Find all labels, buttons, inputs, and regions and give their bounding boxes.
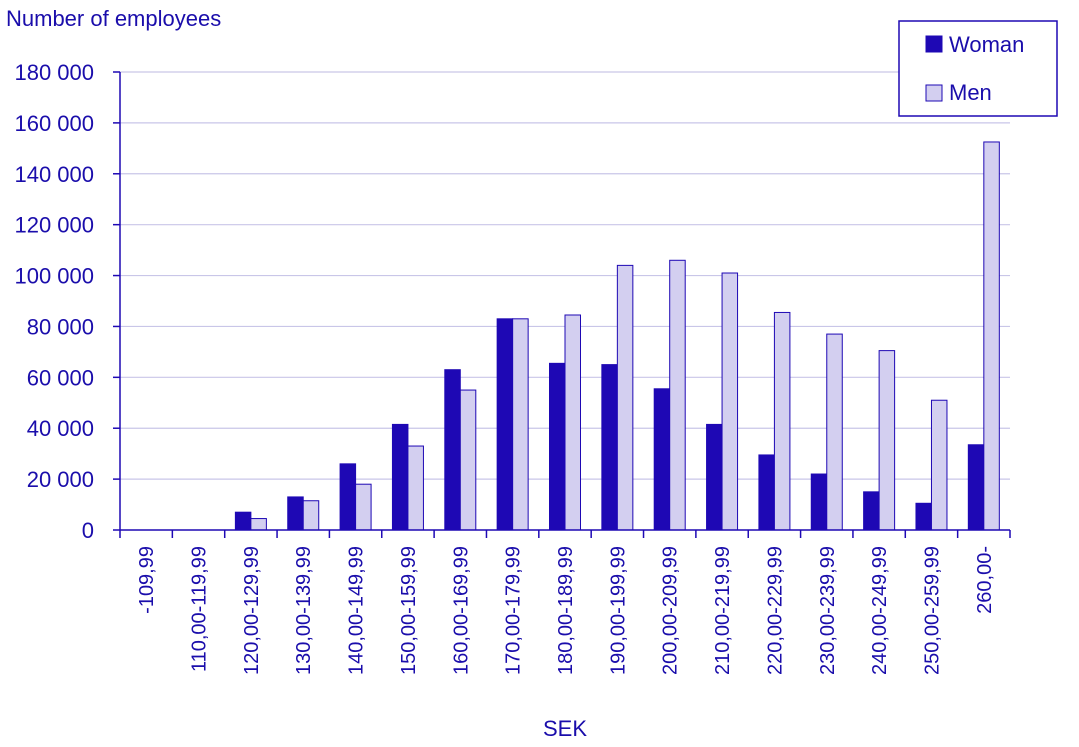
bar-woman bbox=[287, 496, 304, 531]
y-tick-label: 100 000 bbox=[14, 264, 94, 289]
x-tick-label: 180,00-189,99 bbox=[555, 546, 577, 675]
bar-men bbox=[616, 264, 634, 531]
x-tick-label: -109,99 bbox=[136, 546, 158, 614]
legend: Woman Men bbox=[898, 20, 1058, 117]
x-tick-label: 110,00-119,99 bbox=[189, 546, 211, 672]
y-axis-title: Number of employees bbox=[6, 6, 221, 31]
x-tick-label: 250,00-259,99 bbox=[921, 546, 943, 675]
legend-swatch-men bbox=[925, 84, 943, 102]
y-tick-label: 40 000 bbox=[27, 416, 94, 441]
legend-box bbox=[898, 20, 1058, 117]
y-tick-label: 60 000 bbox=[27, 365, 94, 390]
y-tick-label: 120 000 bbox=[14, 213, 94, 238]
y-tick-label: 140 000 bbox=[14, 162, 94, 187]
y-tick-label: 0 bbox=[82, 518, 94, 543]
bar-men bbox=[826, 333, 843, 531]
bar-men bbox=[773, 311, 791, 531]
x-tick-label: 170,00-179,99 bbox=[503, 546, 525, 675]
x-tick-label: 220,00-229,99 bbox=[764, 546, 786, 675]
legend-swatch-woman bbox=[925, 35, 943, 53]
bar-woman bbox=[863, 491, 880, 531]
bar-men bbox=[983, 141, 1000, 531]
bar-woman bbox=[339, 463, 357, 531]
x-tick-label: 130,00-139,99 bbox=[293, 546, 315, 675]
x-tick-label: 150,00-159,99 bbox=[398, 546, 420, 675]
bar-men bbox=[355, 483, 372, 531]
bar-men bbox=[878, 350, 896, 531]
bars bbox=[234, 141, 1000, 531]
bar-men bbox=[930, 399, 948, 531]
bar-woman bbox=[758, 454, 775, 531]
bar-woman bbox=[444, 369, 461, 531]
bar-woman bbox=[549, 362, 566, 531]
bar-men bbox=[564, 314, 581, 531]
bar-woman bbox=[653, 388, 671, 531]
x-tick-label: 230,00-239,99 bbox=[817, 546, 839, 675]
x-axis-labels: -109,99 110,00-119,99 120,00-129,99 130,00-… bbox=[136, 546, 996, 675]
x-axis-title: SEK bbox=[543, 716, 587, 741]
x-tick-label: 120,00-129,99 bbox=[241, 546, 263, 675]
bar-men bbox=[250, 518, 267, 531]
y-tick-label: 180 000 bbox=[14, 60, 94, 85]
bar-men bbox=[721, 272, 739, 531]
bar-men bbox=[407, 445, 424, 531]
x-tick-label: 160,00-169,99 bbox=[450, 546, 472, 675]
legend-label-men: Men bbox=[949, 80, 992, 105]
x-tick-label: 210,00-219,99 bbox=[712, 546, 734, 675]
bar-woman bbox=[915, 502, 932, 531]
y-tick-label: 80 000 bbox=[27, 314, 94, 339]
bar-woman bbox=[967, 444, 985, 531]
x-tick-label: 260,00- bbox=[974, 546, 996, 614]
bar-woman bbox=[391, 423, 409, 531]
legend-label-woman: Woman bbox=[949, 32, 1024, 57]
bar-woman bbox=[601, 364, 618, 531]
bar-men bbox=[302, 500, 320, 531]
y-axis-ticks: 0 20 000 40 000 60 000 80 000 100 000 120 000 1… bbox=[14, 60, 120, 543]
bar-woman bbox=[706, 423, 723, 531]
x-tick-label: 200,00-209,99 bbox=[660, 546, 682, 675]
y-tick-label: 160 000 bbox=[14, 111, 94, 136]
x-tick-label: 240,00-249,99 bbox=[869, 546, 891, 675]
bar-men bbox=[459, 389, 477, 531]
x-tick-label: 190,00-199,99 bbox=[607, 546, 629, 675]
bar-woman bbox=[496, 318, 514, 531]
bar-woman bbox=[234, 511, 252, 531]
bar-men bbox=[512, 318, 529, 531]
gridlines bbox=[120, 71, 1010, 480]
y-tick-label: 20 000 bbox=[27, 467, 94, 492]
x-tick-label: 140,00-149,99 bbox=[346, 546, 368, 675]
bar-woman bbox=[810, 473, 828, 531]
axes bbox=[119, 72, 1011, 538]
bar-men bbox=[669, 259, 686, 531]
